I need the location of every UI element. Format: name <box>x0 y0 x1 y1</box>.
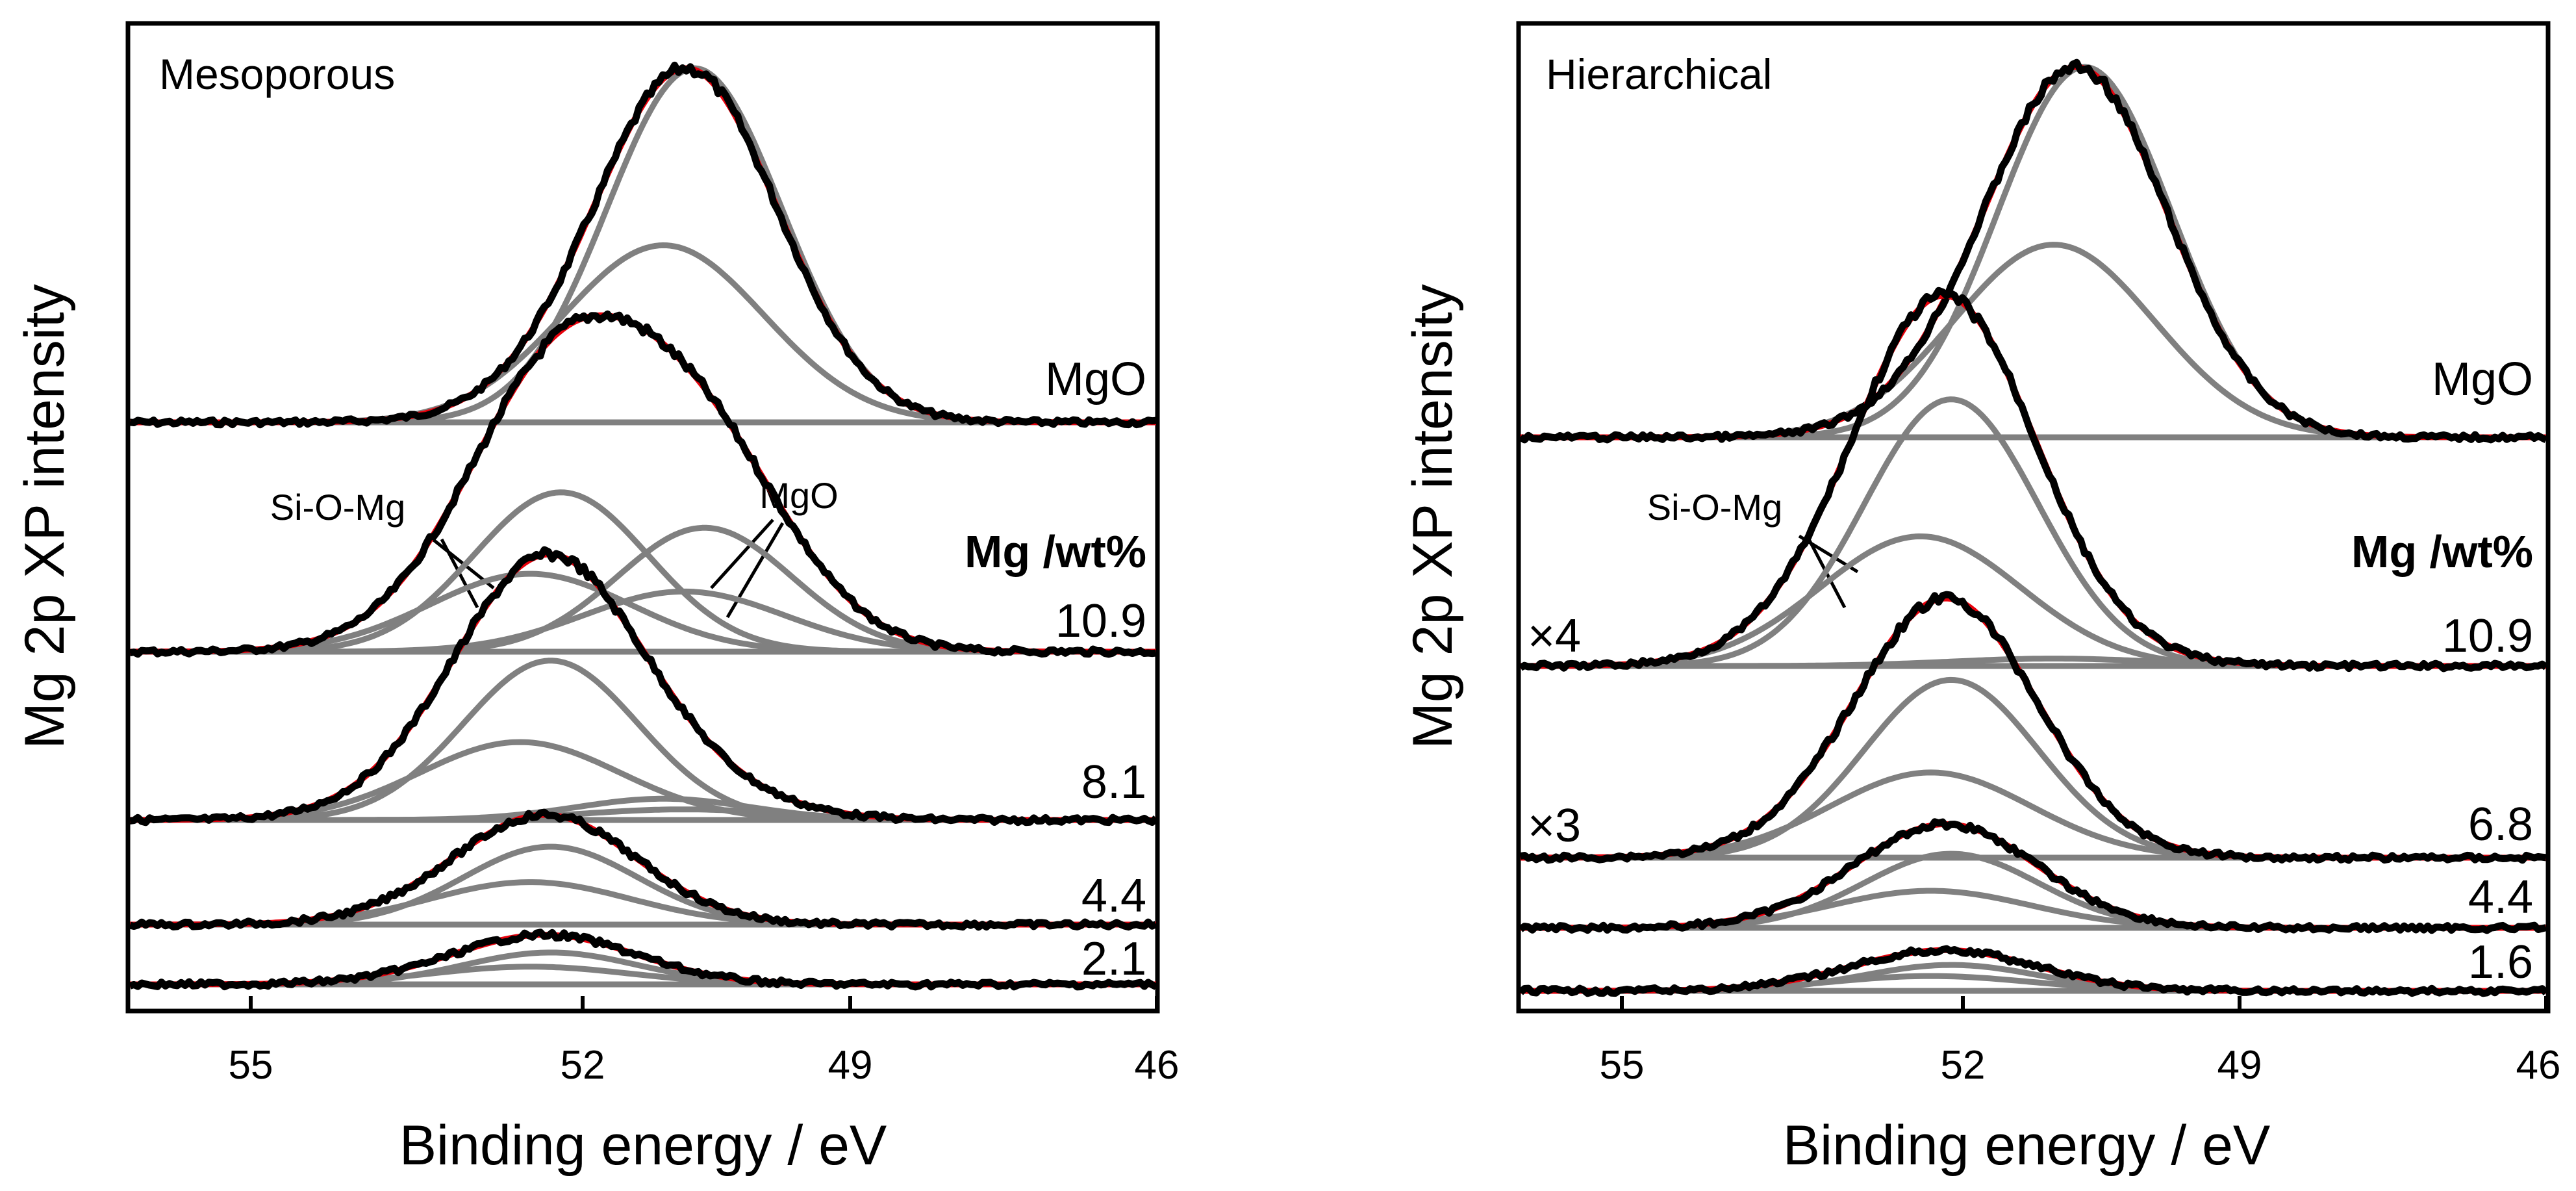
spectrum-label: 8.1 <box>1081 756 1146 808</box>
spectrum-2 <box>129 546 1159 826</box>
scale-factor-label: ×3 <box>1528 800 1581 852</box>
measured-spectrum <box>1518 945 2549 997</box>
annotation-si-o-mg: Si-O-Mg <box>1647 487 1782 528</box>
spectrum-label: 4.4 <box>1081 870 1146 922</box>
panel-title: Hierarchical <box>1546 50 1772 98</box>
annotation-si-o-mg: Si-O-Mg <box>270 487 405 528</box>
measured-spectrum <box>129 808 1158 931</box>
measured-spectrum <box>129 61 1157 429</box>
panel-mesoporous: Mesoporous 55 52 49 46 Binding energy / … <box>14 21 1180 1177</box>
column-header: Mg /wt% <box>965 526 1146 577</box>
y-axis-label: Mg 2p XP intensity <box>1402 284 1464 749</box>
spectrum-1 <box>129 310 1157 658</box>
x-tick-label: 55 <box>229 1043 273 1088</box>
column-header: Mg /wt% <box>2351 526 2533 577</box>
spectrum-label: 4.4 <box>2468 871 2533 923</box>
measured-spectrum <box>129 310 1157 658</box>
x-tick-label: 46 <box>2516 1043 2561 1088</box>
spectrum-4 <box>129 928 1158 991</box>
measured-spectrum <box>1519 287 2549 672</box>
spectrum-1 <box>1519 287 2549 672</box>
y-axis-label: Mg 2p XP intensity <box>14 284 76 749</box>
panel-title: Mesoporous <box>159 50 395 98</box>
plot-frame <box>125 21 1160 1014</box>
x-tick-label: 49 <box>828 1043 873 1088</box>
spectrum-label: 2.1 <box>1081 933 1146 985</box>
spectrum-label: MgO <box>1045 353 1146 405</box>
spectrum-3 <box>1518 818 2547 934</box>
spectrum-label: 10.9 <box>1055 595 1146 647</box>
x-axis-label: Binding energy / eV <box>399 1114 887 1177</box>
measured-spectrum <box>129 546 1159 826</box>
scale-factor-label: ×4 <box>1528 610 1581 662</box>
spectra-curves <box>1518 58 2549 997</box>
spectrum-label: 10.9 <box>2442 610 2533 662</box>
x-tick-label: 52 <box>1941 1043 1986 1088</box>
spectra-curves <box>129 61 1159 991</box>
measured-spectrum <box>1518 818 2547 934</box>
spectrum-label: MgO <box>2432 353 2533 405</box>
spectrum-label: 1.6 <box>2468 936 2533 988</box>
plot-frame <box>1516 21 2551 1014</box>
spectrum-3 <box>129 808 1158 931</box>
x-axis-label: Binding energy / eV <box>1783 1114 2271 1177</box>
x-tick-label: 55 <box>1600 1043 1645 1088</box>
measured-spectrum <box>1518 58 2548 444</box>
spectrum-4 <box>1518 945 2549 997</box>
annotation-pointer <box>710 519 774 589</box>
spectrum-label: 6.8 <box>2468 799 2533 851</box>
spectrum-0 <box>129 61 1157 429</box>
panel-hierarchical: Hierarchical 55 52 49 46 Binding energy … <box>1402 21 2561 1177</box>
x-tick-label: 49 <box>2217 1043 2262 1088</box>
measured-spectrum <box>129 928 1158 991</box>
x-tick-label: 46 <box>1135 1043 1180 1088</box>
x-tick-label: 52 <box>561 1043 605 1088</box>
measured-spectrum <box>1520 591 2547 864</box>
